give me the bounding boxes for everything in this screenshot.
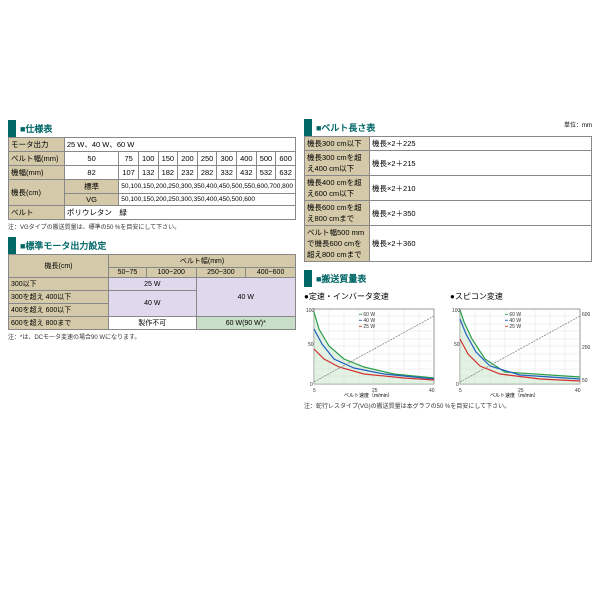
svg-text:600: 600 (582, 312, 590, 318)
svg-text:50: 50 (308, 342, 314, 348)
svg-text:━ 25 W: ━ 25 W (358, 324, 375, 330)
svg-text:40: 40 (429, 388, 435, 394)
motor-note: 注：*は、DCモータ変速の場合90 Wになります。 (8, 332, 296, 341)
chart-1-svg: 100500 52540 ━ 60 W ━ 40 W ━ 25 W ベルト速度（… (304, 304, 444, 399)
spec-note: 注：VGタイプの搬送質量は、標準の50 %を目安にして下さい。 (8, 222, 296, 231)
svg-text:ベルト速度（m/min）: ベルト速度（m/min） (344, 392, 393, 399)
charts-header: ■搬送質量表 (304, 270, 592, 287)
svg-text:ベルト速度（m/min）: ベルト速度（m/min） (490, 392, 539, 399)
chart-2: ●スピコン変速 100500 52540 60020050 ━ (450, 291, 592, 399)
chart-2-svg: 100500 52540 60020050 ━ 60 W ━ 40 W ━ 25… (450, 304, 590, 399)
chart-1: ●定速・インバータ変速 100500 52540 ━ 60 W (304, 291, 446, 399)
charts-note: 注：蛇行レスタイプ(VG)の搬送質量は本グラフの50 %を目安にして下さい。 (304, 401, 592, 410)
svg-text:━ 25 W: ━ 25 W (504, 324, 521, 330)
svg-text:5: 5 (459, 388, 462, 394)
spec-table: モータ出力25 W、40 W、60 W ベルト幅(mm) 50751001502… (8, 137, 296, 220)
motor-table: 機長(cm)ベルト幅(mm) 50~75100~200250~300400~60… (8, 254, 296, 330)
svg-text:40: 40 (575, 388, 581, 394)
svg-text:100: 100 (306, 308, 315, 314)
spec-header: ■仕様表 (8, 120, 296, 137)
belt-table: 機長300 cm以下機長×2＋225 機長300 cmを超え400 cm以下機長… (304, 136, 592, 262)
svg-text:100: 100 (452, 308, 461, 314)
svg-text:200: 200 (582, 345, 590, 351)
svg-text:5: 5 (313, 388, 316, 394)
spec-label: モータ出力 (9, 138, 65, 152)
motor-header: ■標準モータ出力設定 (8, 237, 296, 254)
svg-text:50: 50 (582, 378, 588, 384)
belt-header: ■ベルト長さ表 (304, 119, 493, 136)
svg-text:50: 50 (454, 342, 460, 348)
